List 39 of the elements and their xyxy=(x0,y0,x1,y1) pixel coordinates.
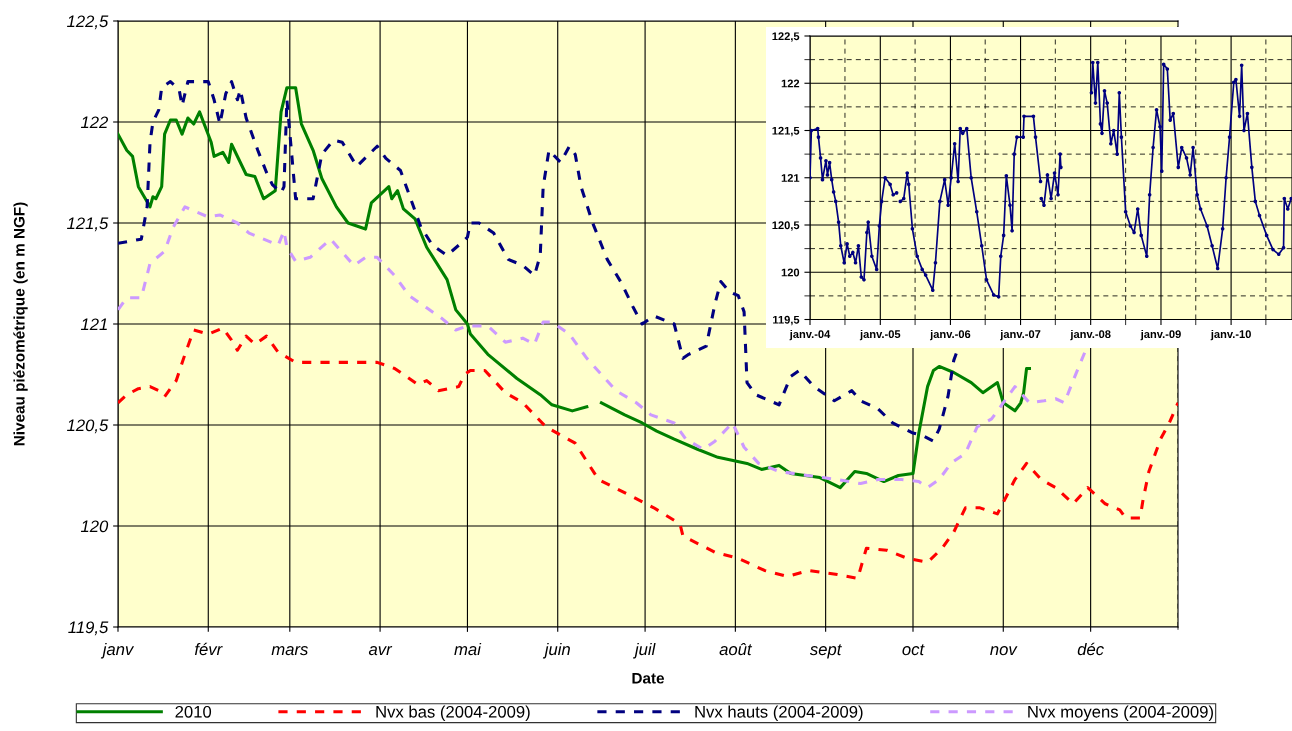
legend-label: 2010 xyxy=(175,705,212,718)
x-tick-label: juin xyxy=(542,642,570,659)
y-tick-label: 122 xyxy=(80,116,109,129)
x-tick-label: janv xyxy=(100,642,135,659)
x-tick-label: janv.-05 xyxy=(859,329,901,341)
x-tick-label: nov xyxy=(990,646,1018,656)
y-tick-label: 120,5 xyxy=(67,419,109,434)
y-tick-label: 120 xyxy=(781,268,800,277)
y-tick-label: 120 xyxy=(80,520,109,533)
x-tick-label: mai xyxy=(454,642,482,656)
legend-label: Nvx moyens (2004-2009) xyxy=(1028,705,1213,721)
x-tick-label: janv.-06 xyxy=(929,329,971,341)
x-tick-label: janv.-09 xyxy=(1140,329,1181,341)
y-tick-label: 120,5 xyxy=(772,221,800,231)
y-tick-label: 121,5 xyxy=(772,126,800,137)
x-tick-label: janv.-08 xyxy=(1070,329,1111,341)
x-tick-label: janv.-10 xyxy=(1210,329,1251,341)
x-tick-label: mars xyxy=(271,646,308,656)
x-tick-label: oct xyxy=(902,644,925,656)
x-axis-title: Date xyxy=(632,672,665,684)
y-tick-label: 122,5 xyxy=(772,32,800,42)
y-tick-label: 121 xyxy=(80,318,107,331)
y-tick-label: 122,5 xyxy=(67,15,109,30)
x-tick-label: août xyxy=(719,642,753,656)
y-tick-label: 122 xyxy=(781,79,800,88)
x-tick-label: avr xyxy=(368,646,393,656)
y-tick-label: 121 xyxy=(781,174,800,182)
y-tick-label: 121,5 xyxy=(67,217,109,232)
legend-label: Nvx hauts (2004-2009) xyxy=(695,705,863,721)
x-tick-label: févr xyxy=(194,642,223,656)
x-tick-label: juil xyxy=(633,642,656,659)
x-tick-label: janv.-07 xyxy=(1000,329,1041,341)
x-tick-label: sept xyxy=(809,644,842,659)
y-tick-label: 119,5 xyxy=(68,621,109,636)
y-tick-label: 119,5 xyxy=(773,315,800,326)
y-axis-title: Niveau piézométrique (en m NGF) xyxy=(13,202,28,446)
legend-label: Nvx bas (2004-2009) xyxy=(376,705,530,721)
x-tick-label: janv.-04 xyxy=(789,329,831,341)
x-tick-label: déc xyxy=(1077,642,1104,656)
